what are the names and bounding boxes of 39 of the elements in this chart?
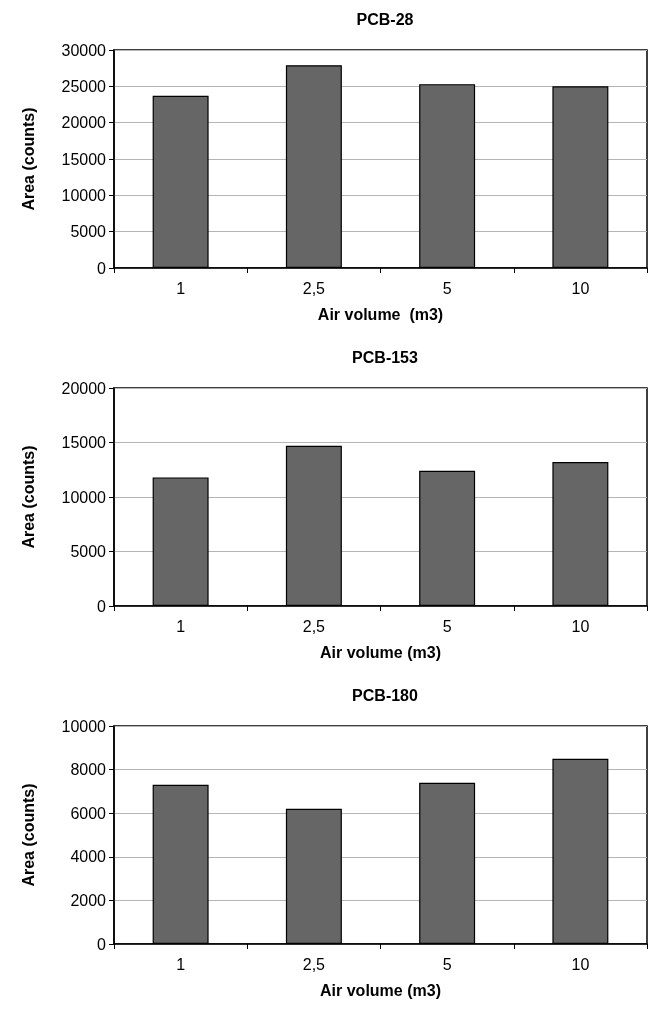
x-tick-label: 5 [442,279,452,297]
x-axis-title: Air volume (m3) [320,981,441,999]
x-tick-label: 2,5 [302,279,326,297]
y-axis-title: Area (counts) [19,783,37,887]
x-axis-title: Air volume (m3) [320,643,441,661]
y-tick-label: 2000 [70,891,107,909]
y-tick-label: 0 [97,259,107,277]
y-tick-label: 4000 [70,848,107,866]
y-tick-label: 0 [97,935,107,953]
x-tick-label: 1 [176,279,186,297]
x-tick-label: 10 [571,955,590,973]
y-tick-label: 10000 [61,717,107,735]
y-tick-label: 15000 [61,434,107,451]
y-tick-label: 30000 [61,41,107,59]
x-tick-label: 5 [442,617,452,635]
y-tick-label: 6000 [70,804,107,822]
y-tick-label: 10000 [61,488,107,506]
x-axis-title: Air volume (m3) [317,305,444,323]
y-tick-label: 20000 [61,114,107,132]
x-tick-label: 1 [176,955,186,973]
y-tick-label: 20000 [61,379,107,397]
y-axis-title: Area (counts) [19,107,37,211]
y-tick-label: 15000 [61,150,107,168]
y-tick-label: 0 [97,597,107,615]
chart-title: PCB-28 [356,10,414,28]
x-tick-label: 2,5 [302,955,326,973]
chart-title: PCB-153 [352,348,418,366]
x-tick-label: 1 [176,617,186,635]
chart-title: PCB-180 [352,686,418,704]
y-axis-title: Area (counts) [19,445,37,549]
x-tick-label: 2,5 [302,617,326,635]
y-tick-label: 8000 [70,761,107,779]
y-tick-label: 10000 [61,186,107,204]
y-tick-label: 5000 [70,223,107,241]
x-tick-label: 10 [571,617,590,635]
x-tick-label: 5 [442,955,452,973]
y-tick-label: 5000 [70,543,107,560]
x-tick-label: 10 [571,279,590,297]
y-tick-label: 25000 [61,77,107,95]
